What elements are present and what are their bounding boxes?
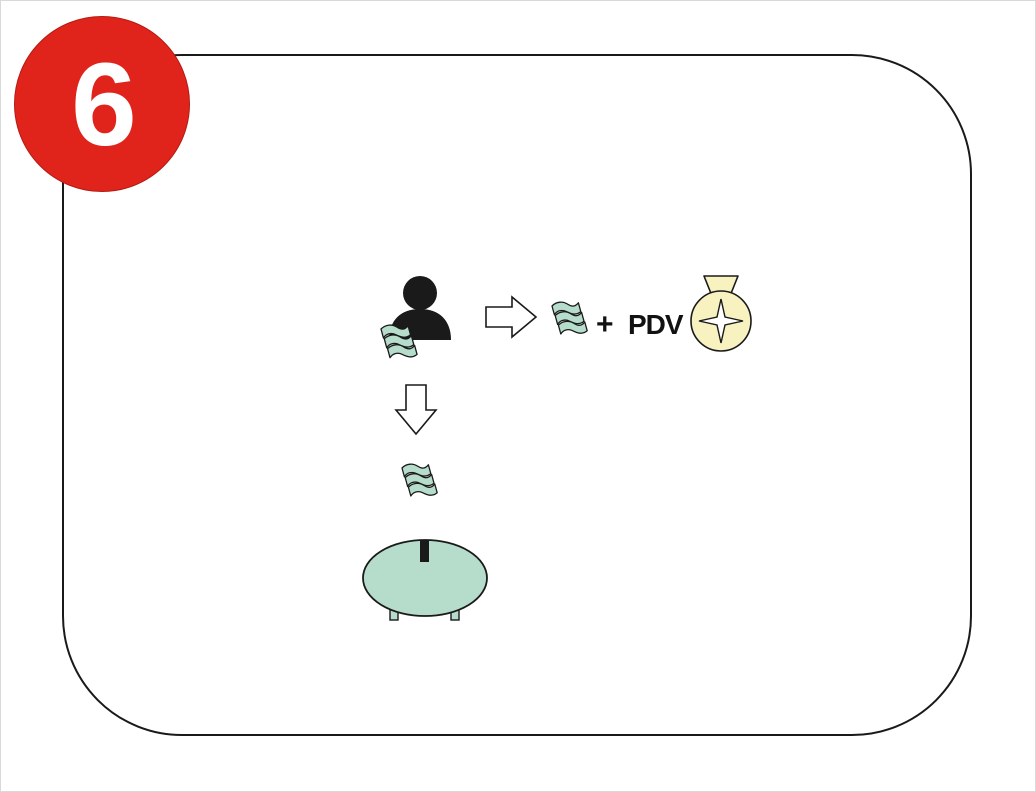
step-number: 6 [71, 39, 137, 171]
arrow-down-icon [394, 384, 438, 436]
tax-label: PDV [628, 309, 684, 340]
piggy-bank-icon [362, 539, 488, 621]
plus-sign: + [596, 308, 614, 341]
banknote-icon [551, 301, 588, 335]
medal-icon [690, 275, 752, 352]
step-panel [62, 54, 972, 736]
step-number-badge: 6 [14, 16, 190, 192]
banknote-icon [401, 463, 438, 497]
arrow-right-icon [485, 295, 538, 339]
